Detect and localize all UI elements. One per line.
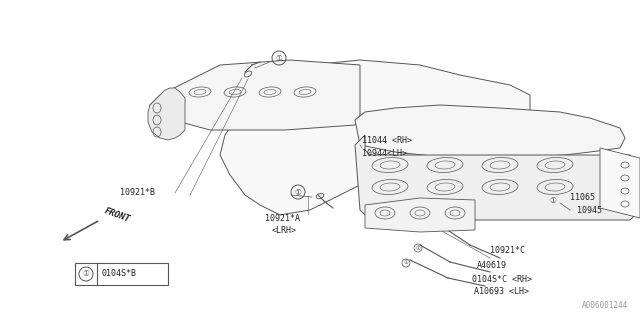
Text: 11065: 11065 xyxy=(570,193,595,202)
Text: 10921*A: 10921*A xyxy=(265,213,300,222)
Text: 11044 <RH>: 11044 <RH> xyxy=(362,135,412,145)
Text: 0104S*B: 0104S*B xyxy=(101,269,136,278)
Polygon shape xyxy=(148,88,185,140)
Text: 10921*B: 10921*B xyxy=(120,188,155,196)
Polygon shape xyxy=(355,105,625,158)
Text: <LRH>: <LRH> xyxy=(272,226,297,235)
Polygon shape xyxy=(365,198,475,232)
Text: FRONT: FRONT xyxy=(103,206,131,224)
Text: ①: ① xyxy=(276,53,282,62)
Text: 0104S*C <RH>: 0104S*C <RH> xyxy=(472,275,532,284)
Text: ①: ① xyxy=(404,260,408,266)
Text: 10945: 10945 xyxy=(577,205,602,214)
Polygon shape xyxy=(600,148,640,218)
Polygon shape xyxy=(355,135,635,220)
Text: ①: ① xyxy=(83,269,90,278)
Polygon shape xyxy=(150,60,360,130)
Text: ①: ① xyxy=(415,245,420,251)
Polygon shape xyxy=(220,60,530,215)
Text: 10921*C: 10921*C xyxy=(490,245,525,254)
Text: A006001244: A006001244 xyxy=(582,301,628,310)
Text: 10944<LH>: 10944<LH> xyxy=(362,148,407,157)
Text: ①: ① xyxy=(550,196,556,204)
Text: ①: ① xyxy=(294,188,301,196)
Bar xyxy=(75,263,168,285)
Text: A10693 <LH>: A10693 <LH> xyxy=(474,287,529,297)
Text: A40619: A40619 xyxy=(477,260,507,269)
